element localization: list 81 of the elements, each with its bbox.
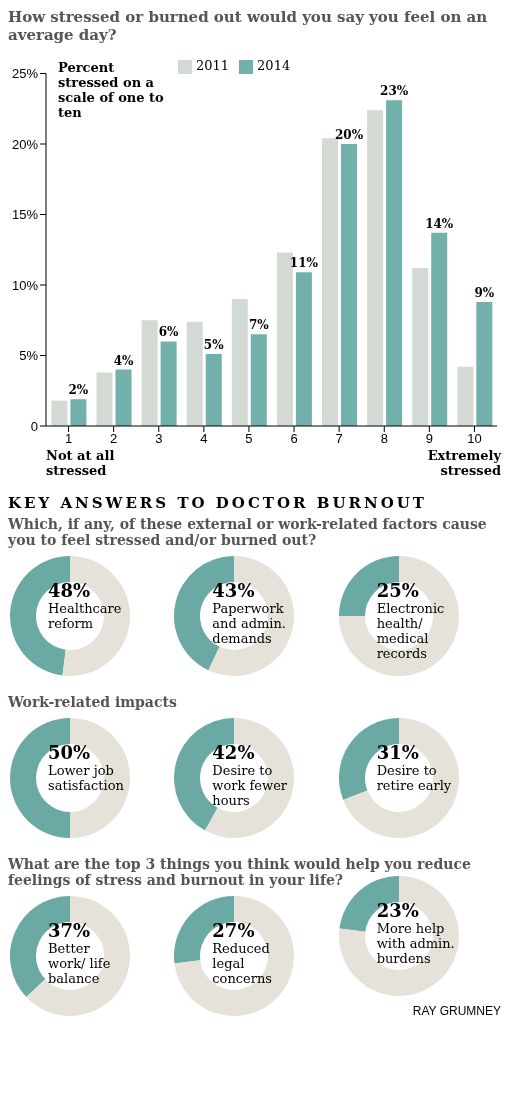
text: What are the top 3 things you think would help you reduce feelings of stress and burnout in your life? [8,856,472,888]
data-label: 4% [113,353,134,368]
slice-label: Electronic health/ medical records [376,601,446,661]
slice-label: Paperwork and admin. demands [212,601,287,646]
bar [51,400,68,426]
slice-label: More help with admin. burdens [376,921,456,966]
bar [295,272,312,426]
x-tick-label: 2 [110,431,118,447]
bar [412,268,429,426]
data-label: 31% [376,742,420,763]
x-tick-label: 3 [155,431,163,447]
x-tick-label: 4 [200,431,208,447]
bar [205,354,222,426]
legend-title: Percent stressed on a scale of one to ten [58,60,165,120]
text: Which, if any, of these external or work-related factors cause you to feel stressed and/or burned out? [8,516,488,548]
slice-label: Desire to retire early [376,763,453,793]
data-label: 7% [248,318,270,333]
data-label: 42% [212,742,256,763]
y-tick-label: 20% [11,136,39,152]
x-tick-label: 7 [335,431,343,447]
text: Not at all stressed [46,448,116,478]
data-label: 9% [474,285,495,300]
data-label: 23% [376,900,420,921]
x-tick-label: 6 [290,431,298,447]
bar [367,110,384,426]
bar [386,100,403,426]
x-tick-label: 5 [245,431,253,447]
y-tick-label: 15% [11,207,39,223]
bar [457,366,474,426]
legend-label: 2014 [257,58,291,73]
data-label: 2% [68,383,89,398]
x-tick-label: 9 [425,431,433,447]
data-label: 14% [425,216,454,231]
y-tick-label: 5% [19,348,39,364]
bar [231,299,248,426]
donut-slice [342,718,459,838]
text: KEY ANSWERS TO DOCTOR BURNOUT [8,494,428,512]
donut-slice [338,556,459,676]
bar [160,341,177,426]
bar [431,232,448,426]
slice-label: Healthcare reform [48,601,123,631]
text: Extremely stressed [426,448,501,478]
data-label: 11% [289,256,319,271]
data-label: 50% [48,742,92,763]
donut-slice [205,718,295,838]
bar [115,369,132,426]
x-tick-label: 1 [64,431,73,447]
slice-label: Better work/ life balance [48,941,112,986]
slice-label: Desire to work fewer hours [212,763,289,808]
y-tick-label: 25% [11,66,39,82]
donut-slice [26,896,130,1016]
donut-slice [174,896,295,1016]
data-label: 6% [158,325,180,340]
bar [322,138,339,426]
data-label: 27% [212,920,256,941]
x-tick-label: 10 [467,431,482,447]
bar [341,144,358,426]
x-tick-label: 8 [380,431,388,447]
data-label: 23% [380,84,409,99]
chart-title: How stressed or burned out would you say you feel on an average day? [8,8,489,44]
slice-label: Reduced legal concerns [212,941,274,986]
data-label: 20% [334,128,364,142]
data-label: 43% [212,580,256,601]
data-label: 25% [376,580,420,601]
bar [476,301,493,426]
y-tick-label: 10% [11,277,39,293]
bar [70,399,87,426]
bar [141,320,158,426]
bar [276,252,293,426]
slice-label: Lower job satisfaction [48,763,125,793]
bar [250,334,267,426]
bar [96,372,113,426]
data-label: 5% [203,338,225,353]
data-label: 48% [48,580,92,601]
donut-slice [208,556,295,676]
text: RAY GRUMNEY [411,1004,501,1018]
bar [186,321,203,426]
data-label: 37% [48,920,92,941]
chart-subtitle: Work-related impacts [8,694,178,710]
legend-label: 2011 [196,58,230,73]
y-tick-label: 0 [30,418,38,434]
